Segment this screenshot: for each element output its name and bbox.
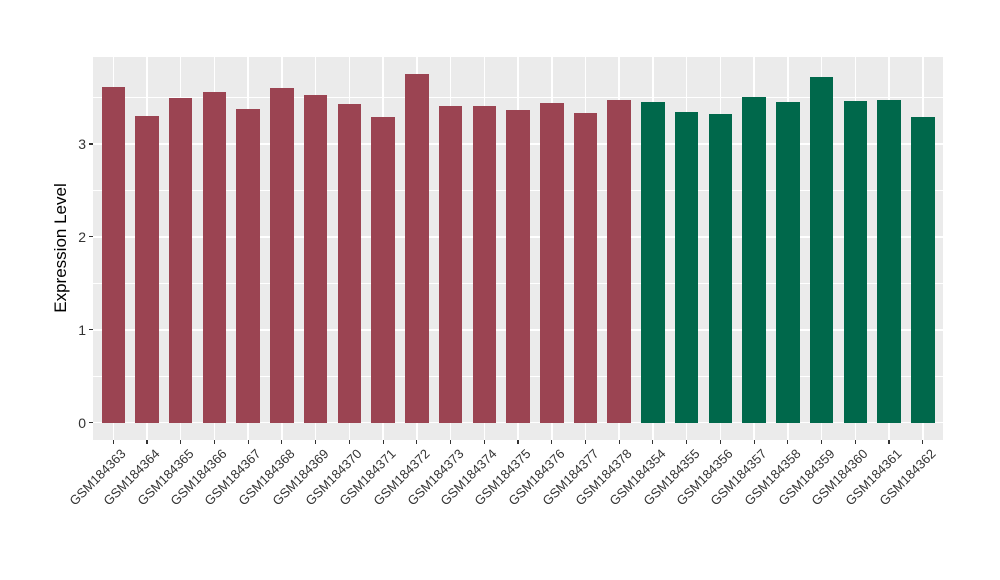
bar-GSM184373 xyxy=(438,105,463,423)
x-axis-tick xyxy=(652,440,654,444)
bar-GSM184357 xyxy=(742,96,766,423)
x-axis-tick xyxy=(281,440,283,444)
x-axis-tick xyxy=(213,440,215,444)
x-axis-tick xyxy=(517,440,519,444)
y-axis-tick xyxy=(89,422,93,424)
y-axis-tick-label: 1 xyxy=(78,321,86,338)
bar-GSM184361 xyxy=(877,100,901,423)
x-axis-tick xyxy=(888,440,890,444)
x-axis-tick xyxy=(854,440,856,444)
x-axis-tick xyxy=(416,440,418,444)
bar-GSM184371 xyxy=(371,117,395,423)
bar-GSM184378 xyxy=(607,100,631,423)
bar-GSM184360 xyxy=(843,101,868,423)
y-axis-title-text: Expression Level xyxy=(51,183,70,313)
x-axis-tick xyxy=(686,440,688,444)
bar-GSM184362 xyxy=(911,117,935,423)
x-axis-tick xyxy=(483,440,485,444)
x-axis-tick xyxy=(382,440,384,444)
bar-GSM184376 xyxy=(540,103,564,423)
bar-GSM184370 xyxy=(337,104,362,423)
bar-GSM184365 xyxy=(168,97,193,423)
bar-GSM184366 xyxy=(202,92,227,423)
x-axis-tick xyxy=(821,440,823,444)
y-axis-tick xyxy=(89,236,93,238)
y-axis-tick xyxy=(89,329,93,331)
x-axis-tick xyxy=(787,440,789,444)
x-axis-tick xyxy=(618,440,620,444)
y-axis-tick xyxy=(89,143,93,145)
x-axis-tick xyxy=(551,440,553,444)
bar-GSM184356 xyxy=(708,114,733,423)
plot-panel xyxy=(93,57,943,440)
x-axis-tick xyxy=(112,440,114,444)
bar-GSM184359 xyxy=(809,77,834,423)
bar-GSM184369 xyxy=(303,94,328,423)
bar-GSM184363 xyxy=(101,87,125,423)
x-axis-tick xyxy=(315,440,317,444)
x-axis-tick xyxy=(922,440,924,444)
bar-GSM184374 xyxy=(472,105,496,423)
x-axis-tick xyxy=(719,440,721,444)
y-axis-tick-label: 0 xyxy=(78,414,86,431)
bar-GSM184354 xyxy=(641,102,665,423)
x-axis-tick xyxy=(180,440,182,444)
bar-GSM184358 xyxy=(776,102,800,423)
x-axis-tick xyxy=(348,440,350,444)
bar-GSM184355 xyxy=(674,112,699,423)
x-axis-tick xyxy=(449,440,452,444)
bar-GSM184375 xyxy=(506,109,530,423)
bar-GSM184377 xyxy=(573,113,598,423)
x-axis-tick xyxy=(247,440,249,444)
y-axis-tick-label: 2 xyxy=(78,228,86,245)
x-axis-tick xyxy=(584,440,587,444)
x-axis-tick xyxy=(146,440,148,444)
bar-GSM184364 xyxy=(135,116,159,423)
bar-GSM184368 xyxy=(270,88,294,423)
bar-GSM184367 xyxy=(236,108,260,423)
bar-GSM184372 xyxy=(405,74,429,423)
x-axis-tick xyxy=(753,440,755,444)
y-axis-tick-label: 3 xyxy=(78,136,86,152)
